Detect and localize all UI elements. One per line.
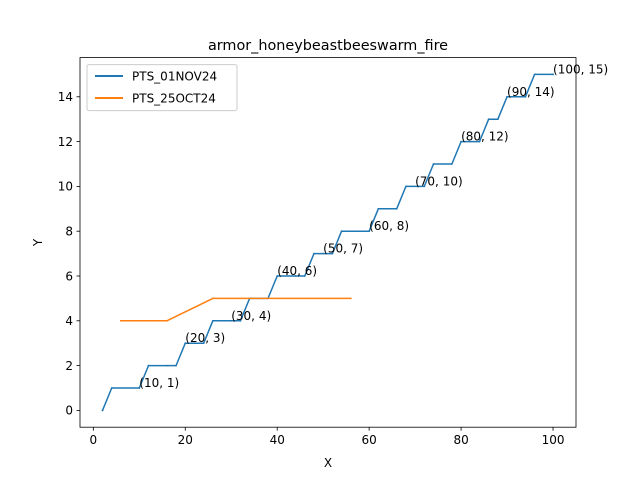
data-point-pts-01nov24-4 [165,364,168,367]
point-annotation-0: (10, 1) [139,376,179,390]
annotation-layer: (10, 1) (20, 3) (30, 4) (40, 6) (50, 7) (60, … [139,62,608,390]
y-tick-label-2: 2 [65,359,73,373]
x-tick-label-60: 60 [362,433,377,447]
data-point-pts-01nov24-19 [331,252,334,255]
data-point-pts-01nov24-30 [487,118,490,121]
x-tick-label-100: 100 [542,433,565,447]
data-point-pts-25oct24-0 [120,319,122,322]
point-annotation-1: (20, 3) [185,331,225,345]
legend-label-pts-25oct24: PTS_25OCT24 [132,92,216,106]
data-point-pts-25oct24-2 [211,297,214,300]
data-point-pts-01nov24-3 [147,364,150,367]
series-layer [101,73,554,412]
data-point-pts-01nov24-16 [303,275,306,277]
data-point-pts-01nov24-23 [395,207,398,210]
x-tick-label-20: 20 [178,433,193,447]
data-point-pts-01nov24-7 [193,342,196,345]
data-point-pts-01nov24-31 [496,118,499,121]
data-point-pts-01nov24-15 [294,275,297,277]
y-tick-label-14: 14 [58,90,73,104]
y-tick-label-8: 8 [65,225,73,239]
point-annotation-5: (60, 8) [369,219,409,233]
x-axis-ticks: 0 20 40 60 80 100 [90,427,565,447]
data-point-pts-01nov24-25 [423,185,426,188]
y-axis-label: Y [31,238,45,247]
data-point-pts-01nov24-0 [101,409,104,412]
chart-title: armor_honeybeastbeeswarm_fire [208,38,448,54]
data-point-pts-01nov24-5 [175,364,177,367]
point-annotation-6: (70, 10) [415,174,463,188]
x-tick-label-0: 0 [90,433,98,447]
y-tick-label-6: 6 [65,269,73,283]
data-point-pts-25oct24-3 [349,297,352,300]
legend-box [86,64,238,112]
y-tick-label-0: 0 [65,404,73,418]
legend-label-pts-01nov24: PTS_01NOV24 [132,70,217,84]
data-point-pts-01nov24-35 [552,73,554,76]
data-point-pts-01nov24-22 [377,207,380,210]
y-axis-ticks: 0 2 4 6 8 10 12 14 [58,90,80,418]
data-point-pts-25oct24-1 [165,319,168,322]
data-point-pts-01nov24-33 [524,95,527,98]
data-point-pts-01nov24-9 [211,319,214,322]
data-point-pts-01nov24-29 [478,140,481,143]
data-point-pts-01nov24-8 [202,342,205,345]
data-point-pts-01nov24-27 [450,163,453,165]
x-tick-label-40: 40 [270,433,285,447]
data-point-pts-01nov24-6 [184,342,187,345]
data-point-pts-01nov24-18 [322,252,325,255]
data-point-pts-01nov24-26 [432,163,435,165]
point-annotation-2: (30, 4) [231,309,271,323]
point-annotation-3: (40, 6) [277,264,317,278]
data-point-pts-01nov24-34 [533,73,536,76]
data-point-pts-01nov24-2 [138,387,141,389]
data-point-pts-01nov24-20 [340,230,343,233]
data-point-pts-01nov24-32 [506,95,508,98]
data-point-pts-01nov24-10 [230,319,233,322]
legend: PTS_01NOV24 PTS_25OCT24 [86,64,238,112]
data-point-pts-01nov24-1 [110,387,113,389]
x-tick-label-80: 80 [453,433,468,447]
series-line-pts-25oct24 [120,297,352,322]
data-point-pts-01nov24-11 [239,319,242,322]
point-annotation-7: (80, 12) [461,130,509,144]
data-point-pts-01nov24-21 [368,230,371,233]
point-annotation-9: (100, 15) [553,62,608,76]
point-annotation-4: (50, 7) [323,242,363,256]
series-line-pts-01nov24 [101,73,554,412]
y-tick-label-10: 10 [58,180,73,194]
data-point-pts-01nov24-14 [276,275,279,277]
plot-area-frame [79,57,577,428]
y-tick-label-12: 12 [58,135,73,149]
point-annotation-8: (90, 14) [507,85,555,99]
x-axis-label: X [324,456,332,470]
data-point-pts-01nov24-17 [313,252,315,255]
data-point-pts-01nov24-24 [405,185,407,188]
y-tick-label-4: 4 [65,314,73,328]
data-point-pts-01nov24-28 [460,140,462,143]
